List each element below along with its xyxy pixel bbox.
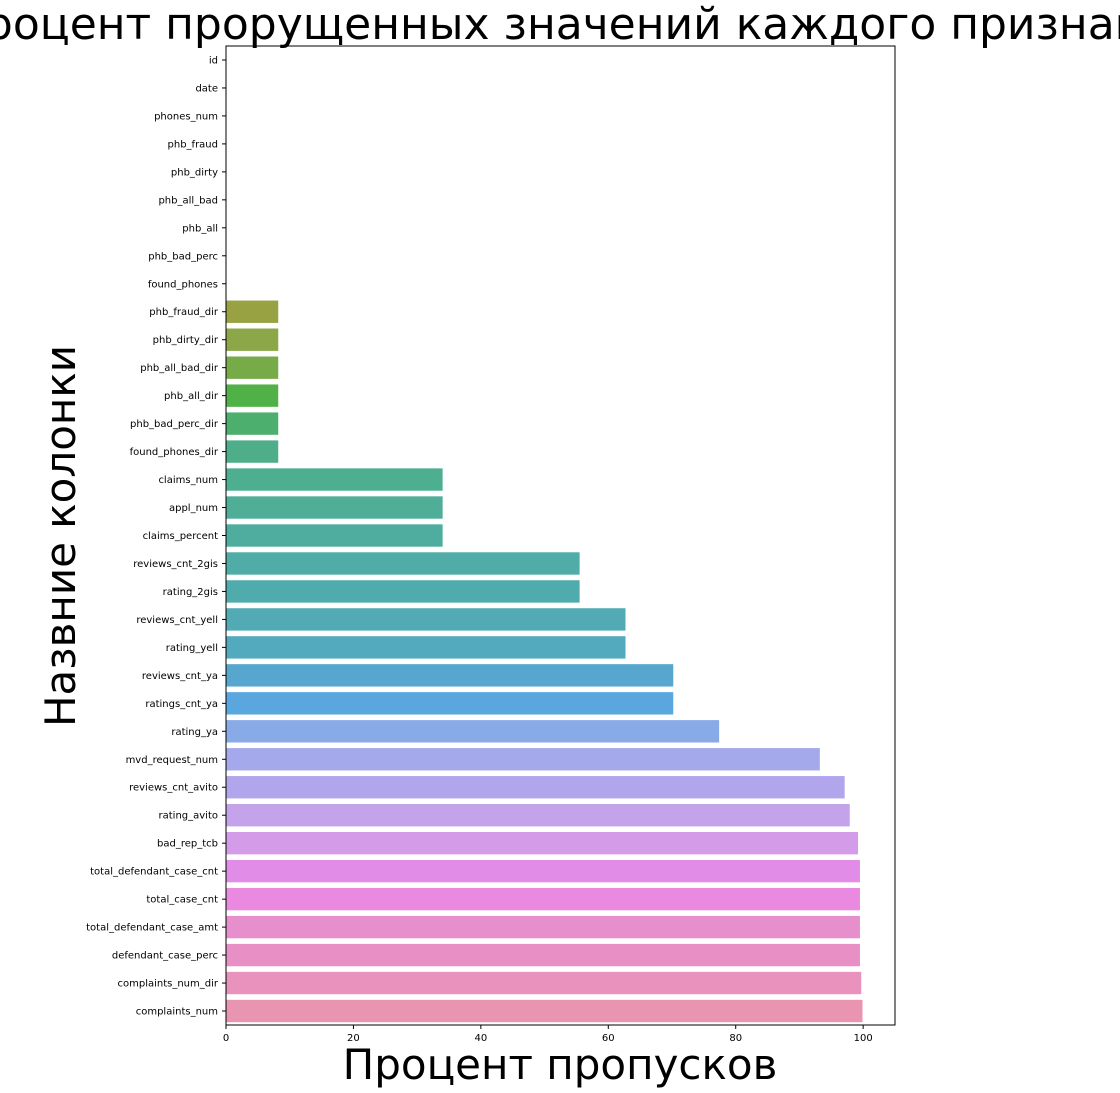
x-tick-label: 0: [223, 1033, 229, 1044]
y-tick-label: phb_fraud_dir: [149, 307, 219, 318]
y-tick-label: phb_dirty_dir: [153, 335, 219, 346]
y-tick-label: claims_num: [158, 475, 218, 486]
y-tick-label: reviews_cnt_2gis: [133, 559, 218, 570]
x-tick-label: 100: [854, 1033, 873, 1044]
bar-total_defendant_case_cnt: [226, 859, 860, 883]
y-tick-label: claims_percent: [143, 531, 219, 542]
y-tick-label: phb_dirty: [171, 167, 218, 178]
y-tick-label: rating_yell: [166, 643, 218, 654]
bar-reviews_cnt_ya: [226, 664, 674, 687]
y-tick-labels: id date phones_num phb_fraud phb_dirty phb_al…: [86, 55, 226, 1018]
y-tick-label: phones_num: [154, 111, 218, 122]
x-tick-labels: 0 20 40 60 80 100: [223, 1025, 873, 1044]
x-tick-label: 60: [602, 1033, 615, 1044]
bar-phb_fraud_dir: [226, 300, 279, 323]
y-tick-label: ratings_cnt_ya: [145, 699, 218, 710]
y-tick-label: rating_ya: [171, 727, 218, 738]
y-tick-label: found_phones_dir: [130, 447, 219, 458]
bar-phb_all_dir: [226, 384, 279, 407]
y-tick-label: mvd_request_num: [126, 755, 218, 766]
plot-frame: [225, 45, 896, 1026]
y-tick-label: rating_avito: [159, 811, 219, 822]
y-tick-label: date: [195, 83, 218, 94]
y-tick-label: phb_all: [182, 223, 218, 234]
y-tick-label: phb_all_bad: [158, 195, 218, 206]
chart-title: Процент прорущенных значений каждого при…: [0, 0, 1120, 50]
bar-mvd_request_num: [226, 748, 820, 771]
y-tick-label: reviews_cnt_avito: [129, 783, 218, 794]
y-tick-label: reviews_cnt_yell: [136, 615, 218, 626]
bar-ratings_cnt_ya: [226, 692, 674, 715]
y-tick-label: bad_rep_tcb: [157, 839, 218, 850]
x-axis-label: Процент пропусков: [343, 1040, 778, 1089]
bar-claims_num: [226, 468, 443, 491]
y-tick-label: found_phones: [148, 279, 218, 290]
y-tick-label: phb_bad_perc: [148, 251, 218, 262]
bar-complaints_num: [226, 999, 863, 1023]
bar-defendant_case_perc: [226, 943, 860, 967]
y-tick-label: phb_fraud: [168, 139, 218, 150]
y-tick-label: defendant_case_perc: [112, 951, 218, 962]
x-tick-label: 80: [729, 1033, 742, 1044]
bar-phb_bad_perc_dir: [226, 412, 279, 435]
y-axis-label: Назвние колонки: [36, 345, 85, 727]
bar-rating_ya: [226, 720, 720, 743]
bar-reviews_cnt_2gis: [226, 552, 580, 575]
y-tick-label: id: [209, 55, 218, 66]
y-tick-label: total_defendant_case_amt: [86, 923, 218, 934]
y-tick-label: total_defendant_case_cnt: [90, 867, 218, 878]
y-tick-label: rating_2gis: [163, 587, 218, 598]
y-tick-label: complaints_num_dir: [117, 979, 218, 990]
x-tick-label: 40: [474, 1033, 487, 1044]
bar-found_phones_dir: [226, 440, 279, 463]
bar-claims_percent: [226, 524, 443, 547]
bar-phb_all_bad_dir: [226, 356, 279, 379]
bar-rating_2gis: [226, 580, 580, 603]
bar-complaints_num_dir: [226, 971, 862, 995]
bar-bad_rep_tcb: [226, 831, 859, 855]
y-tick-label: phb_all_dir: [164, 391, 219, 402]
bar-total_case_cnt: [226, 887, 860, 911]
bar-total_defendant_case_amt: [226, 915, 860, 939]
bars-group: [226, 300, 863, 1023]
y-tick-label: appl_num: [169, 503, 218, 514]
bar-appl_num: [226, 496, 443, 519]
bar-rating_avito: [226, 804, 850, 827]
bar-rating_yell: [226, 636, 626, 659]
x-tick-label: 20: [347, 1033, 360, 1044]
y-tick-label: complaints_num: [136, 1007, 218, 1018]
y-tick-label: total_case_cnt: [146, 895, 218, 906]
bar-phb_dirty_dir: [226, 328, 279, 351]
y-tick-label: phb_all_bad_dir: [140, 363, 219, 374]
y-tick-label: reviews_cnt_ya: [142, 671, 218, 682]
bar-reviews_cnt_avito: [226, 776, 845, 799]
bar-reviews_cnt_yell: [226, 608, 626, 631]
y-tick-label: phb_bad_perc_dir: [130, 419, 219, 430]
